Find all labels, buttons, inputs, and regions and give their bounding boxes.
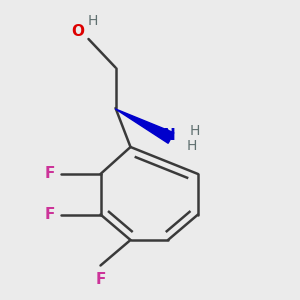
Text: H: H	[88, 14, 98, 28]
Text: F: F	[44, 207, 55, 222]
Text: H: H	[187, 139, 197, 152]
Text: N: N	[163, 128, 176, 142]
Text: H: H	[190, 124, 200, 137]
Text: F: F	[95, 272, 106, 286]
Text: F: F	[44, 167, 55, 182]
Text: O: O	[71, 24, 85, 39]
Polygon shape	[115, 109, 174, 143]
